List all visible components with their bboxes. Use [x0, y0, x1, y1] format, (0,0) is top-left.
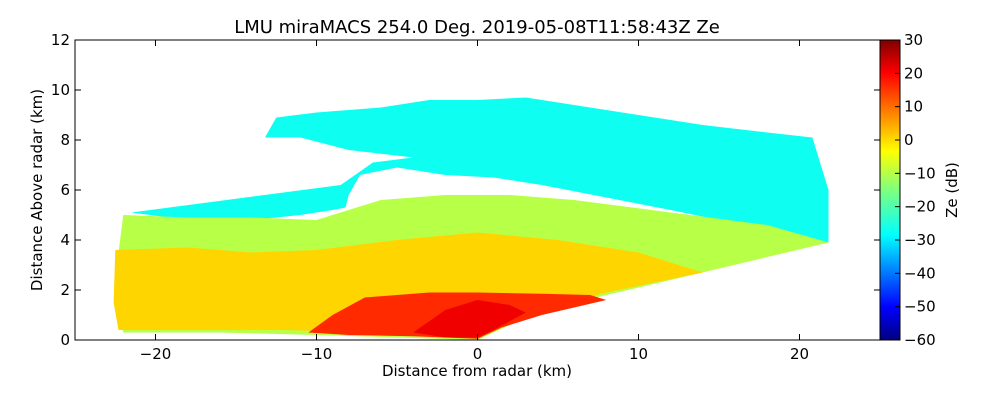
echo-region-mid-layer: [113, 232, 703, 333]
y-tick-label: 10: [51, 81, 70, 99]
colorbar-tick-label: 30: [904, 31, 923, 49]
colorbar-tick-label: −50: [904, 298, 936, 316]
y-tick-label: 8: [60, 131, 70, 149]
colorbar-ticks: 30 20 10 0 −10 −20 −30 −40 −50 −60: [895, 31, 936, 349]
x-axis: −20 −10 0 10 20: [140, 40, 809, 363]
colorbar-tick-label: 20: [904, 64, 923, 82]
echo-region-core: [413, 300, 526, 338]
colorbar-tick-label: −30: [904, 231, 936, 249]
colorbar-tick-label: −60: [904, 331, 936, 349]
y-tick-label: 6: [60, 181, 70, 199]
colorbar-tick-label: −40: [904, 264, 936, 282]
colorbar-tick-label: −20: [904, 198, 936, 216]
chart-title: LMU miraMACS 254.0 Deg. 2019-05-08T11:58…: [234, 17, 720, 38]
y-axis-label: Distance Above radar (km): [28, 89, 46, 291]
echo-region-upper-cloud: [131, 97, 829, 243]
x-tick-label: 10: [629, 345, 648, 363]
x-axis-label: Distance from radar (km): [382, 362, 572, 380]
x-tick-label: 0: [473, 345, 483, 363]
colorbar-tick-label: −10: [904, 164, 936, 182]
colorbar-tick-label: 0: [904, 131, 914, 149]
colorbar-label: Ze (dB): [943, 162, 961, 218]
colorbar-tick-label: 10: [904, 98, 923, 116]
y-tick-label: 0: [60, 331, 70, 349]
y-tick-label: 12: [51, 31, 70, 49]
x-tick-label: −10: [301, 345, 333, 363]
y-tick-label: 2: [60, 281, 70, 299]
x-tick-label: −20: [140, 345, 172, 363]
y-axis: 0 2 4 6 8 10 12: [51, 31, 880, 349]
y-tick-label: 4: [60, 231, 70, 249]
x-tick-label: 20: [790, 345, 809, 363]
colorbar: [879, 39, 901, 341]
